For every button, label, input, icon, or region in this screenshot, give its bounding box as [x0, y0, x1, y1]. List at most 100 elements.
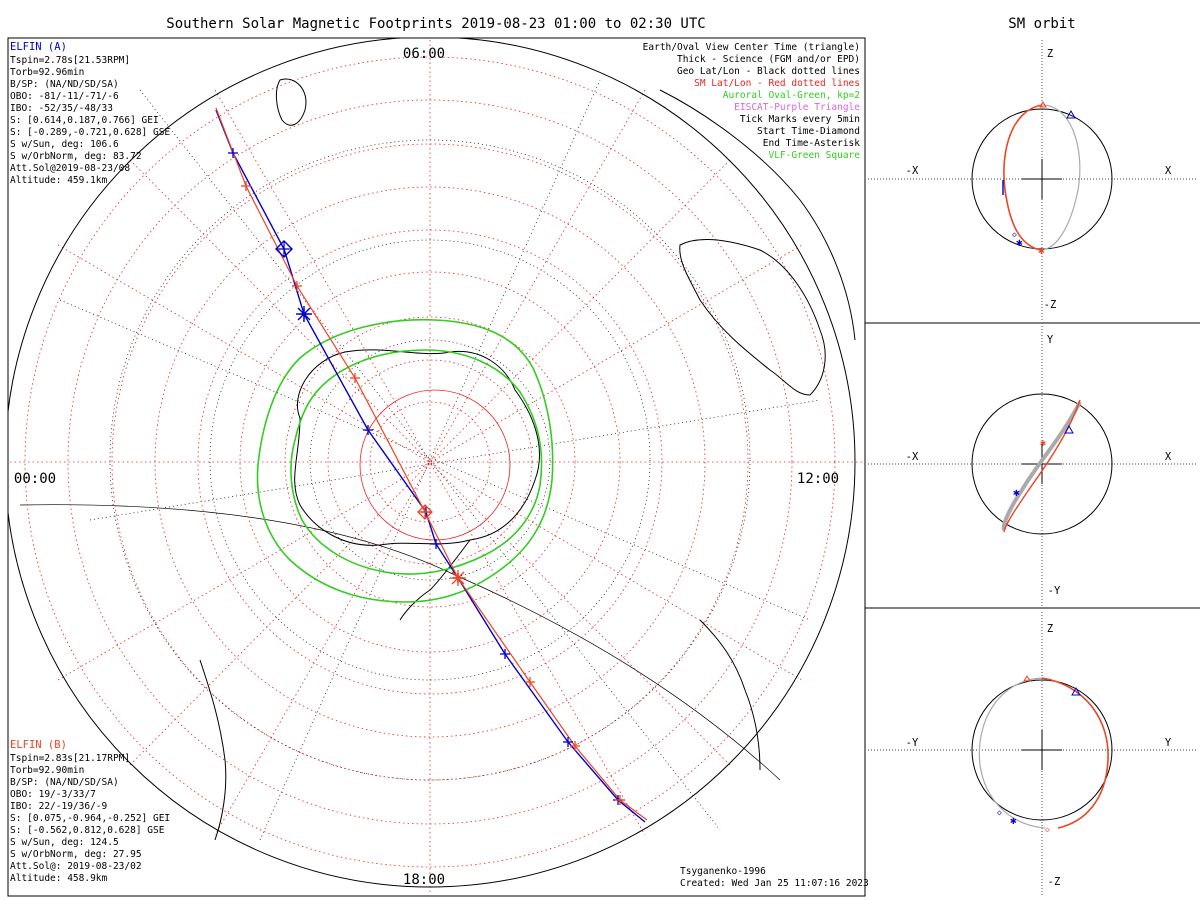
- model-label: Tsyganenko-1996: [680, 866, 766, 877]
- elfin-a-line: Tspin=2.78s[21.53RPM]: [10, 55, 130, 66]
- legend: Earth/Oval View Center Time (triangle) T…: [643, 42, 861, 161]
- axis-label-left: -X: [906, 165, 919, 177]
- elfin-b-line: S w/Sun, deg: 124.5: [10, 837, 119, 848]
- new-zealand-coast: [699, 619, 761, 771]
- axis-label-left: -Y: [906, 737, 919, 749]
- view-center-triangle: [1066, 109, 1076, 119]
- sm-meridian: [214, 89, 646, 836]
- legend-entry: End Time-Asterisk: [763, 138, 861, 149]
- elfin-b-track: [215, 107, 648, 821]
- elfin-b-line: S: [0.075,-0.964,-0.252] GEI: [10, 813, 170, 824]
- sm-lat-circle: [197, 229, 663, 695]
- orbit-track-red: [1041, 677, 1109, 829]
- geo-lat-circle: [109, 139, 751, 781]
- elfin-b-line: Att.Sol@: 2019-08-23/02: [10, 861, 142, 872]
- geo-meridian: [139, 89, 721, 831]
- auroral-oval: [256, 318, 554, 603]
- elfin-a-name: ELFIN (A): [10, 41, 67, 53]
- elfin-a-line: B/SP: (NA/ND/SD/SA): [10, 79, 119, 90]
- legend-entry: Tick Marks every 5min: [740, 114, 860, 125]
- elfin-a-line: Torb=92.96min: [10, 67, 84, 78]
- elfin-b-tick-marks: [241, 181, 625, 805]
- elfin-a-info: ELFIN (A) Tspin=2.78s[21.53RPM] Torb=92.…: [10, 41, 170, 186]
- elfin-a-line: OBO: -81/-11/-71/-6: [10, 91, 119, 102]
- elfin-a-end-asterisk: [296, 306, 312, 322]
- legend-entry: Thick - Science (FGM and/or EPD): [677, 54, 860, 65]
- legend-entry: Start Time-Diamond: [757, 126, 860, 137]
- south-america-coast: [199, 659, 227, 841]
- legend-entry: SM Lat/Lon - Red dotted lines: [694, 78, 860, 89]
- view-center-triangle: [1023, 675, 1031, 682]
- orbit-panel-xy: ✱ ✱ Y -Y -X X: [868, 326, 1198, 606]
- elfin-a-line: IBO: -52/35/-48/33: [10, 103, 113, 114]
- axis-label-right: Y: [1165, 737, 1172, 749]
- legend-entry: Geo Lat/Lon - Black dotted lines: [677, 66, 860, 77]
- view-center-triangle: [1039, 101, 1047, 108]
- elfin-a-line: S: [0.614,0.187,0.766] GEI: [10, 115, 159, 126]
- antarctica-coast: [294, 349, 540, 546]
- mlt-label-18: 18:00: [403, 872, 445, 888]
- axis-label-top: Y: [1047, 334, 1054, 346]
- legend-entry: Auroral Oval-Green, kp=2: [723, 90, 860, 101]
- axis-label-bottom: -Z: [1048, 876, 1061, 888]
- earth-circle: [971, 393, 1113, 535]
- elfin-b-line: S w/OrbNorm, deg: 27.95: [10, 849, 142, 860]
- orbit-title: SM orbit: [1008, 16, 1075, 32]
- legend-entry: EISCAT-Purple Triangle: [734, 102, 860, 113]
- axis-label-top: Z: [1047, 48, 1053, 60]
- elfin-a-line: S w/OrbNorm, deg: 83.72: [10, 151, 142, 162]
- start-diamond-icon: ◇: [997, 808, 1002, 817]
- view-center-triangle: [1064, 424, 1074, 434]
- chart-title: Southern Solar Magnetic Footprints 2019-…: [166, 16, 705, 32]
- orbit-panel-yz: ✱ ◇ ◇ Z -Z -Y Y: [868, 612, 1198, 895]
- geo-grid: [59, 79, 821, 841]
- elfin-b-line: Torb=92.90min: [10, 765, 84, 776]
- sm-lat-circle: [154, 186, 706, 738]
- elfin-a-start-diamond: [275, 240, 293, 258]
- axis-label-left: -X: [906, 451, 919, 463]
- elfin-a-track: [215, 109, 646, 823]
- elfin-a-line: S w/Sun, deg: 106.6: [10, 139, 119, 150]
- end-asterisk-icon: ✱: [1010, 814, 1017, 827]
- elfin-b-line: Tspin=2.83s[21.17RPM]: [10, 753, 130, 764]
- end-asterisk-icon: ✱: [1016, 236, 1023, 249]
- coastlines: [199, 78, 856, 841]
- geo-meridian: [89, 399, 821, 521]
- sm-reference-circle: [359, 389, 511, 541]
- legend-entry: VLF-Green Square: [768, 150, 860, 161]
- end-asterisk-icon: ✱: [1013, 486, 1020, 499]
- sm-meridian: [129, 159, 731, 766]
- orbit-track-gray: [1001, 401, 1082, 531]
- elfin-a-line: Att.Sol@2019-08-23/08: [10, 163, 130, 174]
- elfin-b-info: ELFIN (B) Tspin=2.83s[21.17RPM] Torb=92.…: [10, 739, 170, 884]
- orbit-panel-xz: ✱ ✱ ◇ Z -Z -X X: [868, 40, 1198, 320]
- earth-circle: [971, 679, 1113, 821]
- start-diamond-icon: ◇: [1012, 230, 1017, 239]
- earth-circle: [971, 108, 1113, 250]
- sm-lat-circle: [369, 401, 491, 523]
- earth-limb: [8, 38, 856, 888]
- australia-coast: [679, 239, 826, 396]
- elfin-b-line: Altitude: 458.9km: [10, 873, 108, 884]
- map-frame: [7, 37, 866, 897]
- axis-label-right: X: [1165, 451, 1172, 463]
- mlt-label-12: 12:00: [797, 471, 839, 487]
- auroral-oval-inner: [290, 349, 543, 575]
- mlt-label-00: 00:00: [14, 471, 56, 487]
- sm-meridian: [214, 89, 646, 836]
- orbit-track-gray: [1039, 104, 1081, 251]
- madagascar-coast: [275, 78, 307, 126]
- elfin-a-line: S: [-0.289,-0.721,0.628] GSE: [10, 127, 170, 138]
- elfin-b-line: S: [-0.562,0.812,0.628] GSE: [10, 825, 165, 836]
- geo-lat-circle: [209, 239, 651, 681]
- axis-label-top: Z: [1047, 623, 1053, 635]
- axis-label-bottom: -Y: [1048, 585, 1061, 597]
- orbit-track-red: [1003, 399, 1081, 533]
- elfin-b-name: ELFIN (B): [10, 739, 67, 751]
- antarctic-peninsula: [399, 539, 471, 621]
- sm-meridian: [129, 159, 731, 766]
- elfin-b-end-asterisk: [450, 570, 466, 586]
- end-asterisk-icon: ✱: [1040, 438, 1046, 449]
- legend-entry: Earth/Oval View Center Time (triangle): [643, 42, 860, 53]
